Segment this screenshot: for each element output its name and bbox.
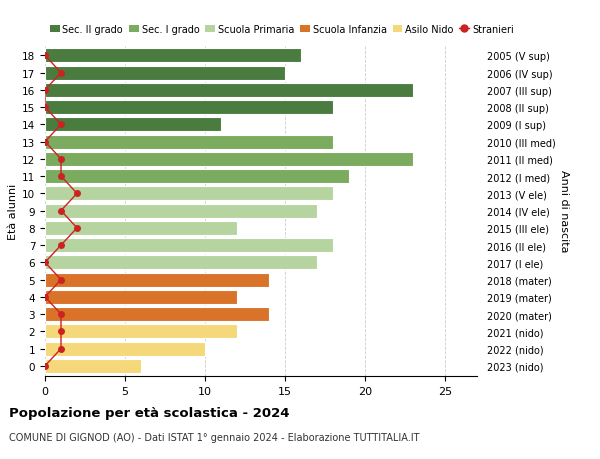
Bar	[45, 170, 349, 184]
Bar	[45, 273, 269, 287]
Text: COMUNE DI GIGNOD (AO) - Dati ISTAT 1° gennaio 2024 - Elaborazione TUTTITALIA.IT: COMUNE DI GIGNOD (AO) - Dati ISTAT 1° ge…	[9, 432, 419, 442]
Bar	[45, 290, 237, 304]
Bar	[45, 221, 237, 235]
Bar	[45, 204, 317, 218]
Bar	[45, 308, 269, 321]
Bar	[45, 84, 413, 98]
Bar	[45, 101, 333, 115]
Bar	[45, 256, 317, 270]
Text: Popolazione per età scolastica - 2024: Popolazione per età scolastica - 2024	[9, 406, 290, 419]
Bar	[45, 152, 413, 167]
Y-axis label: Anni di nascita: Anni di nascita	[559, 170, 569, 252]
Bar	[45, 187, 333, 201]
Bar	[45, 118, 221, 132]
Bar	[45, 135, 333, 149]
Bar	[45, 67, 285, 80]
Bar	[45, 239, 333, 252]
Bar	[45, 342, 205, 356]
Bar	[45, 49, 301, 63]
Bar	[45, 359, 141, 373]
Legend: Sec. II grado, Sec. I grado, Scuola Primaria, Scuola Infanzia, Asilo Nido, Stran: Sec. II grado, Sec. I grado, Scuola Prim…	[50, 24, 514, 34]
Y-axis label: Età alunni: Età alunni	[8, 183, 18, 239]
Bar	[45, 325, 237, 339]
